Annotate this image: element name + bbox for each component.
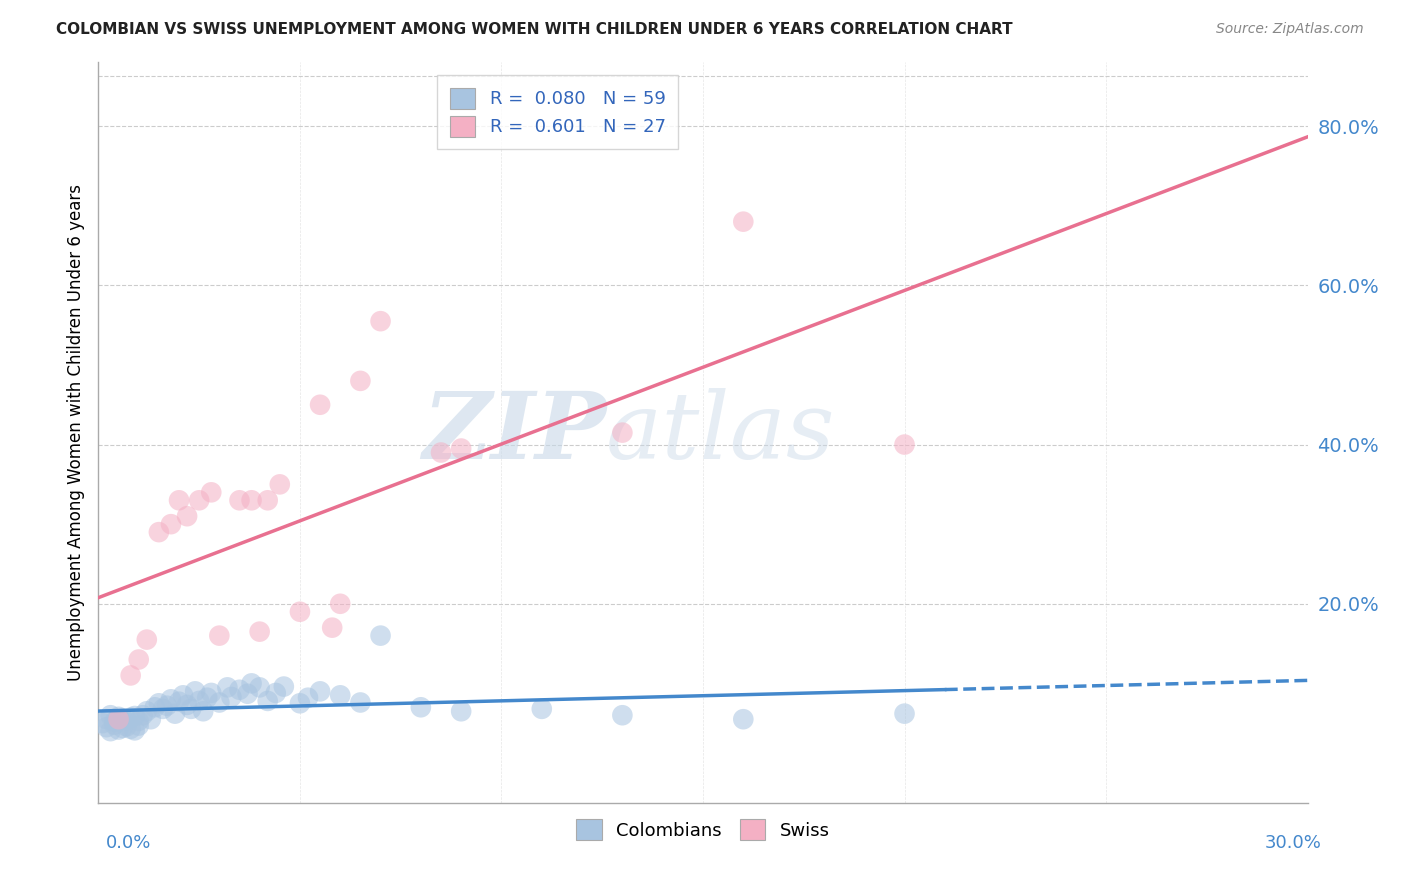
Point — [612, 425, 634, 440]
Point — [450, 704, 472, 718]
Point — [176, 509, 198, 524]
Point — [288, 605, 311, 619]
Point — [172, 689, 194, 703]
Point — [256, 694, 278, 708]
Point — [329, 689, 352, 703]
Point — [893, 706, 915, 721]
Point — [612, 708, 634, 723]
Point — [96, 720, 118, 734]
Text: COLOMBIAN VS SWISS UNEMPLOYMENT AMONG WOMEN WITH CHILDREN UNDER 6 YEARS CORRELAT: COLOMBIAN VS SWISS UNEMPLOYMENT AMONG WO… — [56, 22, 1012, 37]
Text: atlas: atlas — [606, 388, 835, 477]
Point — [115, 713, 138, 727]
Point — [329, 597, 352, 611]
Point — [288, 696, 311, 710]
Point — [163, 706, 186, 721]
Point — [132, 708, 155, 723]
Text: 0.0%: 0.0% — [105, 834, 150, 852]
Point — [135, 704, 157, 718]
Point — [107, 712, 129, 726]
Point — [100, 708, 122, 723]
Point — [120, 711, 142, 725]
Point — [180, 702, 202, 716]
Point — [321, 621, 343, 635]
Point — [733, 214, 755, 228]
Point — [893, 437, 915, 451]
Point — [111, 721, 134, 735]
Point — [193, 704, 215, 718]
Point — [208, 696, 231, 710]
Point — [139, 712, 162, 726]
Point — [273, 680, 295, 694]
Point — [236, 687, 259, 701]
Point — [128, 652, 150, 666]
Point — [221, 690, 243, 704]
Point — [103, 718, 125, 732]
Point — [124, 723, 146, 738]
Point — [370, 314, 392, 328]
Point — [96, 712, 118, 726]
Point — [167, 493, 190, 508]
Point — [530, 702, 553, 716]
Point — [297, 690, 319, 705]
Point — [160, 692, 183, 706]
Point — [91, 716, 114, 731]
Point — [309, 684, 332, 698]
Point — [228, 493, 250, 508]
Point — [135, 632, 157, 647]
Point — [195, 690, 218, 705]
Text: ZIP: ZIP — [422, 388, 606, 477]
Point — [217, 681, 239, 695]
Point — [349, 374, 371, 388]
Point — [264, 686, 287, 700]
Point — [176, 698, 198, 712]
Point — [409, 700, 432, 714]
Legend: Colombians, Swiss: Colombians, Swiss — [568, 811, 838, 849]
Point — [249, 681, 271, 695]
Point — [240, 676, 263, 690]
Point — [370, 629, 392, 643]
Point — [103, 714, 125, 729]
Point — [269, 477, 291, 491]
Point — [128, 718, 150, 732]
Point — [349, 696, 371, 710]
Point — [115, 719, 138, 733]
Point — [167, 695, 190, 709]
Point — [148, 696, 170, 710]
Point — [152, 702, 174, 716]
Point — [450, 442, 472, 456]
Point — [124, 709, 146, 723]
Point — [120, 722, 142, 736]
Point — [128, 714, 150, 728]
Point — [107, 723, 129, 737]
Point — [200, 485, 222, 500]
Point — [100, 724, 122, 739]
Point — [188, 694, 211, 708]
Point — [160, 517, 183, 532]
Point — [733, 712, 755, 726]
Point — [111, 711, 134, 725]
Point — [200, 686, 222, 700]
Point — [188, 493, 211, 508]
Text: 30.0%: 30.0% — [1265, 834, 1322, 852]
Point — [228, 682, 250, 697]
Point — [309, 398, 332, 412]
Point — [240, 493, 263, 508]
Point — [430, 445, 453, 459]
Point — [143, 700, 166, 714]
Y-axis label: Unemployment Among Women with Children Under 6 years: Unemployment Among Women with Children U… — [66, 184, 84, 681]
Point — [256, 493, 278, 508]
Point — [184, 684, 207, 698]
Point — [208, 629, 231, 643]
Point — [148, 525, 170, 540]
Text: Source: ZipAtlas.com: Source: ZipAtlas.com — [1216, 22, 1364, 37]
Point — [156, 698, 179, 713]
Point — [107, 710, 129, 724]
Point — [120, 668, 142, 682]
Point — [249, 624, 271, 639]
